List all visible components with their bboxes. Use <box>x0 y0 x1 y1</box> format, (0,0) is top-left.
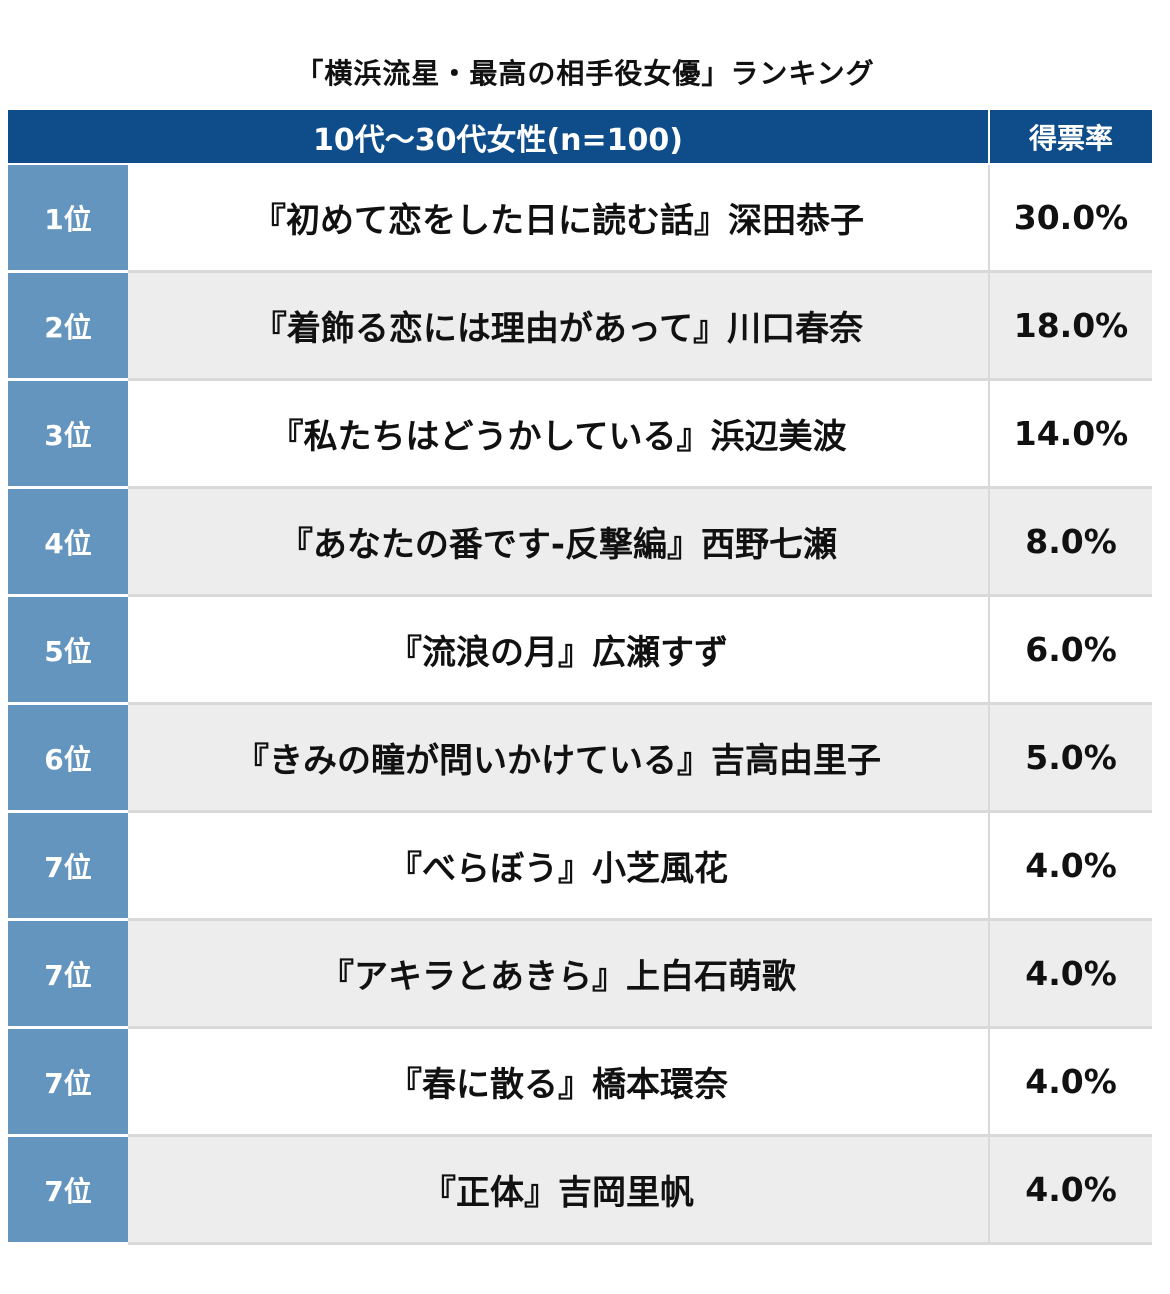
rank-cell: 3位 <box>8 381 128 489</box>
rate-cell: 6.0% <box>990 597 1152 702</box>
rank-cell: 7位 <box>8 813 128 921</box>
table-header: 10代〜30代女性(n=100) 得票率 <box>8 110 1152 165</box>
rank-cell: 2位 <box>8 273 128 381</box>
item-cell: 『べらぼう』小芝風花 <box>128 813 990 918</box>
rank-cell: 4位 <box>8 489 128 597</box>
item-cell: 『アキラとあきら』上白石萌歌 <box>128 921 990 1026</box>
item-cell: 『私たちはどうかしている』浜辺美波 <box>128 381 990 486</box>
rate-cell: 18.0% <box>990 273 1152 378</box>
table-row: 7位 『べらぼう』小芝風花 4.0% <box>8 813 1152 921</box>
rank-cell: 5位 <box>8 597 128 705</box>
rank-cell: 6位 <box>8 705 128 813</box>
item-cell: 『正体』吉岡里帆 <box>128 1137 990 1242</box>
chart-title: 「横浜流星・最高の相手役女優」ランキング <box>295 57 875 90</box>
table-row: 5位 『流浪の月』広瀬すず 6.0% <box>8 597 1152 705</box>
rate-cell: 8.0% <box>990 489 1152 594</box>
table-row: 1位 『初めて恋をした日に読む話』深田恭子 30.0% <box>8 165 1152 273</box>
item-cell: 『初めて恋をした日に読む話』深田恭子 <box>128 165 990 270</box>
table-body: 1位 『初めて恋をした日に読む話』深田恭子 30.0% 2位 『着飾る恋には理由があって… <box>8 165 1152 1245</box>
rate-cell: 14.0% <box>990 381 1152 486</box>
rate-cell: 4.0% <box>990 1029 1152 1134</box>
table-row: 2位 『着飾る恋には理由があって』川口春奈 18.0% <box>8 273 1152 381</box>
rate-header: 得票率 <box>1028 121 1113 155</box>
item-cell: 『着飾る恋には理由があって』川口春奈 <box>128 273 990 378</box>
rate-cell: 4.0% <box>990 813 1152 918</box>
table-row: 6位 『きみの瞳が問いかけている』吉高由里子 5.0% <box>8 705 1152 813</box>
table-row: 7位 『アキラとあきら』上白石萌歌 4.0% <box>8 921 1152 1029</box>
item-cell: 『きみの瞳が問いかけている』吉高由里子 <box>128 705 990 810</box>
item-cell: 『流浪の月』広瀬すず <box>128 597 990 702</box>
table-row: 7位 『正体』吉岡里帆 4.0% <box>8 1137 1152 1245</box>
rate-cell: 5.0% <box>990 705 1152 810</box>
rank-cell: 7位 <box>8 921 128 1029</box>
table-row: 7位 『春に散る』橋本環奈 4.0% <box>8 1029 1152 1137</box>
table-row: 3位 『私たちはどうかしている』浜辺美波 14.0% <box>8 381 1152 489</box>
rank-cell: 7位 <box>8 1029 128 1137</box>
item-cell: 『春に散る』橋本環奈 <box>128 1029 990 1134</box>
item-cell: 『あなたの番です-反撃編』西野七瀬 <box>128 489 990 594</box>
rank-cell: 1位 <box>8 165 128 273</box>
group-header: 10代〜30代女性(n=100) <box>8 110 990 163</box>
rate-cell: 4.0% <box>990 921 1152 1026</box>
ranking-table: 10代〜30代女性(n=100) 得票率 1位 『初めて恋をした日に読む話』深田恭… <box>8 110 1152 1245</box>
table-row: 4位 『あなたの番です-反撃編』西野七瀬 8.0% <box>8 489 1152 597</box>
rate-cell: 4.0% <box>990 1137 1152 1242</box>
rank-cell: 7位 <box>8 1137 128 1245</box>
rate-cell: 30.0% <box>990 165 1152 270</box>
